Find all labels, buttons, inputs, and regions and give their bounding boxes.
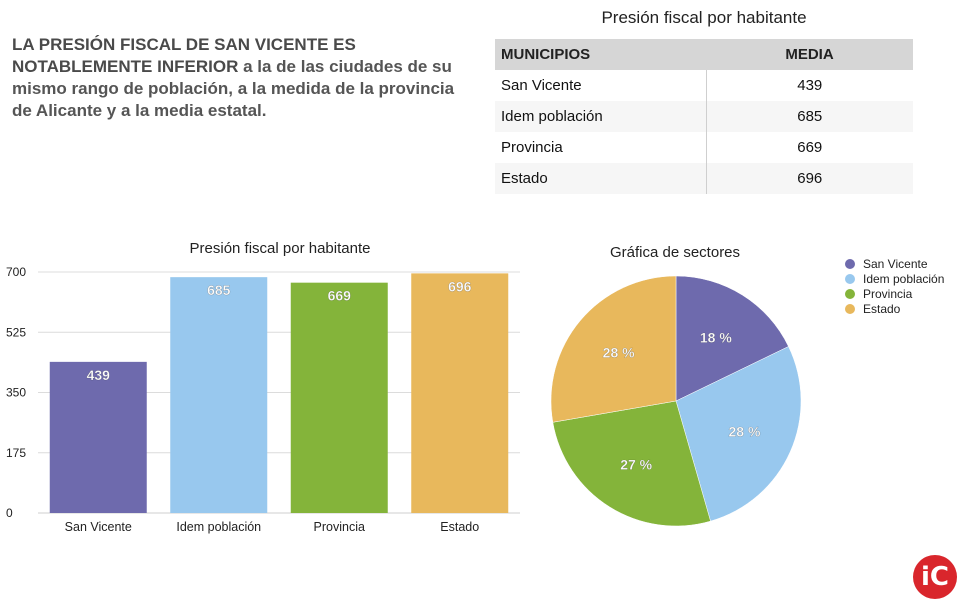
pie-slice	[552, 400, 711, 527]
y-tick-label: 525	[6, 325, 26, 339]
row-value: 696	[706, 163, 913, 194]
headline: LA PRESIÓN FISCAL DE SAN VICENTE ES NOTA…	[12, 34, 462, 122]
legend-item: Provincia	[845, 286, 944, 301]
bar	[290, 282, 388, 513]
bar	[49, 361, 147, 513]
header-media: MEDIA	[706, 39, 913, 70]
brand-logo: iC	[913, 555, 957, 599]
table-row: Estado 696	[495, 163, 913, 194]
bar	[170, 277, 268, 513]
legend-swatch	[845, 303, 855, 314]
bar-data-label: 669	[328, 288, 352, 304]
legend-item: San Vicente	[845, 256, 944, 271]
table-header-row: MUNICIPIOS MEDIA	[495, 39, 913, 70]
row-value: 685	[706, 101, 913, 132]
row-label: Provincia	[495, 132, 707, 163]
x-tick-label: San Vicente	[65, 520, 132, 534]
pie-chart: 18 % 28 % 27 % 28 %	[550, 275, 802, 527]
table-row: Idem población 685	[495, 101, 913, 132]
legend-swatch	[845, 258, 855, 269]
bar-data-label: 439	[87, 367, 111, 383]
legend-label: San Vicente	[863, 256, 928, 271]
legend-label: Idem población	[863, 271, 945, 286]
legend-swatch	[845, 273, 855, 284]
bar	[411, 273, 509, 513]
y-tick-label: 175	[6, 446, 26, 460]
x-tick-label: Provincia	[314, 520, 365, 534]
y-tick-label: 350	[6, 386, 26, 400]
legend-swatch	[845, 288, 855, 299]
fiscal-table: MUNICIPIOS MEDIA San Vicente 439 Idem po…	[495, 39, 913, 194]
bar-chart: 0 175 350 525 700 439 San Vicente 685 Idem pobla…	[6, 265, 520, 534]
legend-label: Estado	[863, 301, 901, 316]
pie-slice	[550, 275, 677, 423]
table-title: Presión fiscal por habitante	[601, 8, 807, 27]
pie-slice-label: 28 %	[729, 424, 761, 440]
logo-text: iC	[921, 562, 949, 592]
table-row: San Vicente 439	[495, 70, 913, 101]
row-label: San Vicente	[495, 70, 707, 101]
legend-item: Idem población	[845, 271, 944, 286]
pie-slice-label: 28 %	[603, 345, 635, 361]
pie-slice	[675, 346, 802, 522]
headline-strong: LA PRESIÓN FISCAL DE SAN VICENTE ES NOTA…	[12, 35, 356, 76]
pie-legend: San Vicente Idem población Provincia Est…	[845, 256, 944, 316]
row-label: Estado	[495, 163, 707, 194]
row-value: 439	[706, 70, 913, 101]
bar-data-label: 685	[207, 282, 231, 298]
y-tick-label: 0	[6, 506, 13, 520]
bar-data-label: 696	[448, 278, 472, 294]
pie-slice-label: 18 %	[700, 329, 732, 345]
header-municipios: MUNICIPIOS	[495, 39, 706, 70]
pie-chart-title: Gráfica de sectores	[609, 244, 741, 261]
legend-label: Provincia	[863, 286, 913, 301]
pie-slice-label: 27 %	[620, 457, 652, 473]
x-tick-label: Idem población	[176, 520, 261, 534]
row-label: Idem población	[495, 101, 707, 132]
row-value: 669	[706, 132, 913, 163]
bar-chart-title: Presión fiscal por habitante	[189, 240, 371, 257]
pie-slice	[675, 275, 789, 402]
legend-item: Estado	[845, 301, 944, 316]
x-tick-label: Estado	[440, 520, 479, 534]
y-tick-label: 700	[6, 265, 26, 279]
table-row: Provincia 669	[495, 132, 913, 163]
headline-rest: a la de las ciudades de su mismo rango d…	[12, 57, 455, 120]
